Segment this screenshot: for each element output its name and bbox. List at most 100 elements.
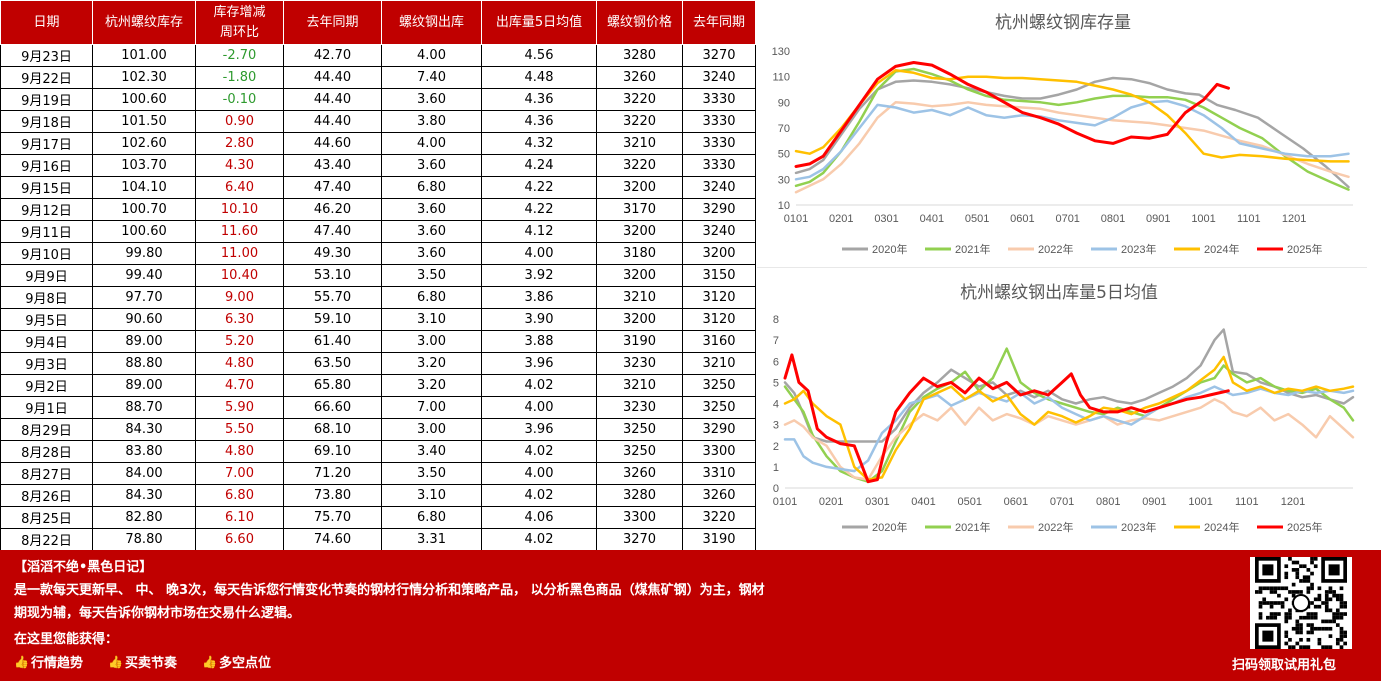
series-line-2024年: [783, 355, 1355, 481]
series-line-2023年: [783, 385, 1355, 473]
legend-label: 2023年: [1121, 242, 1156, 256]
legend-label: 2020年: [872, 520, 907, 534]
table-cell: 4.02: [481, 440, 597, 463]
table-cell: 6.80: [381, 506, 482, 529]
table-cell: 3.50: [381, 462, 482, 485]
table-cell: 4.00: [381, 44, 482, 67]
table-body: 9月23日 101.00 -2.70 42.70 4.00 4.56 3280 3270 9月2…: [0, 44, 756, 551]
series-line-2025年: [783, 353, 1230, 484]
x-tick-label: 0401: [911, 496, 935, 508]
legend-label: 2021年: [955, 242, 990, 256]
x-tick-label: 0801: [1101, 213, 1125, 225]
table-cell: 3270: [596, 528, 683, 551]
table-cell: 4.80: [195, 352, 284, 375]
table-cell: 104.10: [92, 176, 196, 199]
feature-rhythm[interactable]: 👍 买卖节奏: [108, 652, 177, 672]
table-cell: 6.80: [381, 286, 482, 309]
table-cell: 3150: [682, 264, 756, 287]
table-cell: 3230: [596, 396, 683, 419]
table-cell: 3260: [596, 462, 683, 485]
x-tick-label: 0701: [1050, 496, 1074, 508]
table-cell: 46.20: [283, 198, 382, 221]
table-cell: 3300: [682, 440, 756, 463]
feature-levels[interactable]: 👍 多空点位: [202, 652, 271, 672]
header-outbound-5day-avg: 出库量5日均值: [481, 0, 597, 45]
table-cell: 3230: [596, 352, 683, 375]
table-cell: 99.40: [92, 264, 196, 287]
table-cell: 3.10: [381, 308, 482, 331]
table-cell: 3.40: [381, 440, 482, 463]
table-header-row: 日期 杭州螺纹库存 库存增减周环比 去年同期 螺纹钢出库 出库量5日均值 螺纹钢…: [0, 0, 756, 45]
table-cell: 3240: [682, 220, 756, 243]
table-cell: 3280: [596, 44, 683, 67]
table-row: 9月5日 90.60 6.30 59.10 3.10 3.90 3200 3120: [0, 308, 756, 331]
table-cell: 47.40: [283, 176, 382, 199]
table-cell: 103.70: [92, 154, 196, 177]
table-cell: -1.80: [195, 66, 284, 89]
table-cell: 3.96: [481, 418, 597, 441]
table-cell: 44.40: [283, 66, 382, 89]
table-row: 9月10日 99.80 11.00 49.30 3.60 4.00 3180 3200: [0, 242, 756, 265]
promo-title: 【滔滔不绝•黑色日记】: [14, 560, 153, 575]
table-cell: 8月25日: [0, 506, 93, 529]
table-cell: 44.40: [283, 110, 382, 133]
table-cell: 8月22日: [0, 528, 93, 551]
table-cell: 9月10日: [0, 242, 93, 265]
table-cell: 3.10: [381, 484, 482, 507]
promo-footer: 【滔滔不绝•黑色日记】 是一款每天更新早、 中、 晚3次，每天告诉您行情变化节奏…: [0, 550, 1381, 681]
table-cell: 9月17日: [0, 132, 93, 155]
y-tick-label: 8: [773, 314, 779, 326]
table-cell: 82.80: [92, 506, 196, 529]
table-cell: 4.80: [195, 440, 284, 463]
table-cell: 3.31: [381, 528, 482, 551]
table-cell: 3.60: [381, 198, 482, 221]
table-row: 9月8日 97.70 9.00 55.70 6.80 3.86 3210 3120: [0, 286, 756, 309]
table-cell: 4.12: [481, 220, 597, 243]
table-cell: 3200: [682, 242, 756, 265]
table-cell: 9月19日: [0, 88, 93, 111]
inventory-chart-svg: 杭州螺纹钢库存量 10 30 50 70 90 110 130 0101 0201 0301 040…: [772, 13, 1353, 256]
table-cell: 3.20: [381, 374, 482, 397]
x-tick-label: 0601: [1010, 213, 1034, 225]
table-cell: 3190: [682, 528, 756, 551]
outbound-chart: 杭州螺纹钢出库量5日均值 0 1 2 3 4 5 6 7 8 0101 0201 0301 0401 05…: [757, 270, 1367, 550]
table-cell: 9月1日: [0, 396, 93, 419]
table-row: 9月1日 88.70 5.90 66.60 7.00 4.00 3230 3250: [0, 396, 756, 419]
table-cell: 4.32: [481, 132, 597, 155]
table-cell: 4.02: [481, 528, 597, 551]
table-cell: 3160: [682, 330, 756, 353]
table-cell: 74.60: [283, 528, 382, 551]
table-cell: 55.70: [283, 286, 382, 309]
table-cell: 3330: [682, 132, 756, 155]
table-row: 9月18日 101.50 0.90 44.40 3.80 4.36 3220 3330: [0, 110, 756, 133]
qr-code-icon[interactable]: [1250, 557, 1352, 649]
y-tick-label: 90: [778, 97, 790, 109]
table-row: 9月11日 100.60 11.60 47.40 3.60 4.12 3200 3240: [0, 220, 756, 243]
inventory-table-container: 日期 杭州螺纹库存 库存增减周环比 去年同期 螺纹钢出库 出库量5日均值 螺纹钢…: [0, 0, 756, 551]
table-cell: 3210: [682, 352, 756, 375]
table-cell: 3260: [682, 484, 756, 507]
promo-gain-heading: 在这里您能获得：: [14, 632, 119, 647]
table-cell: 4.22: [481, 176, 597, 199]
y-tick-label: 50: [778, 149, 790, 161]
header-last-year-inventory: 去年同期: [283, 0, 382, 45]
table-cell: 3.60: [381, 242, 482, 265]
table-cell: 84.30: [92, 418, 196, 441]
feature-trend[interactable]: 👍 行情趋势: [14, 652, 83, 672]
y-tick-label: 1: [773, 462, 779, 474]
qr-caption: 扫码领取试用礼包: [1232, 658, 1337, 673]
x-tick-label: 0101: [784, 213, 808, 225]
table-cell: 6.30: [195, 308, 284, 331]
series-line-2022年: [783, 398, 1355, 481]
feature-levels-label: 多空点位: [218, 656, 271, 671]
table-cell: 4.00: [481, 462, 597, 485]
series-line-2021年: [794, 67, 1350, 191]
table-cell: 6.40: [195, 176, 284, 199]
qr-code-graphic: [1255, 557, 1347, 649]
table-cell: 4.36: [481, 110, 597, 133]
table-cell: 3120: [682, 286, 756, 309]
table-cell: 101.00: [92, 44, 196, 67]
x-tick-label: 0601: [1004, 496, 1028, 508]
table-cell: 66.60: [283, 396, 382, 419]
legend-label: 2024年: [1204, 242, 1239, 256]
